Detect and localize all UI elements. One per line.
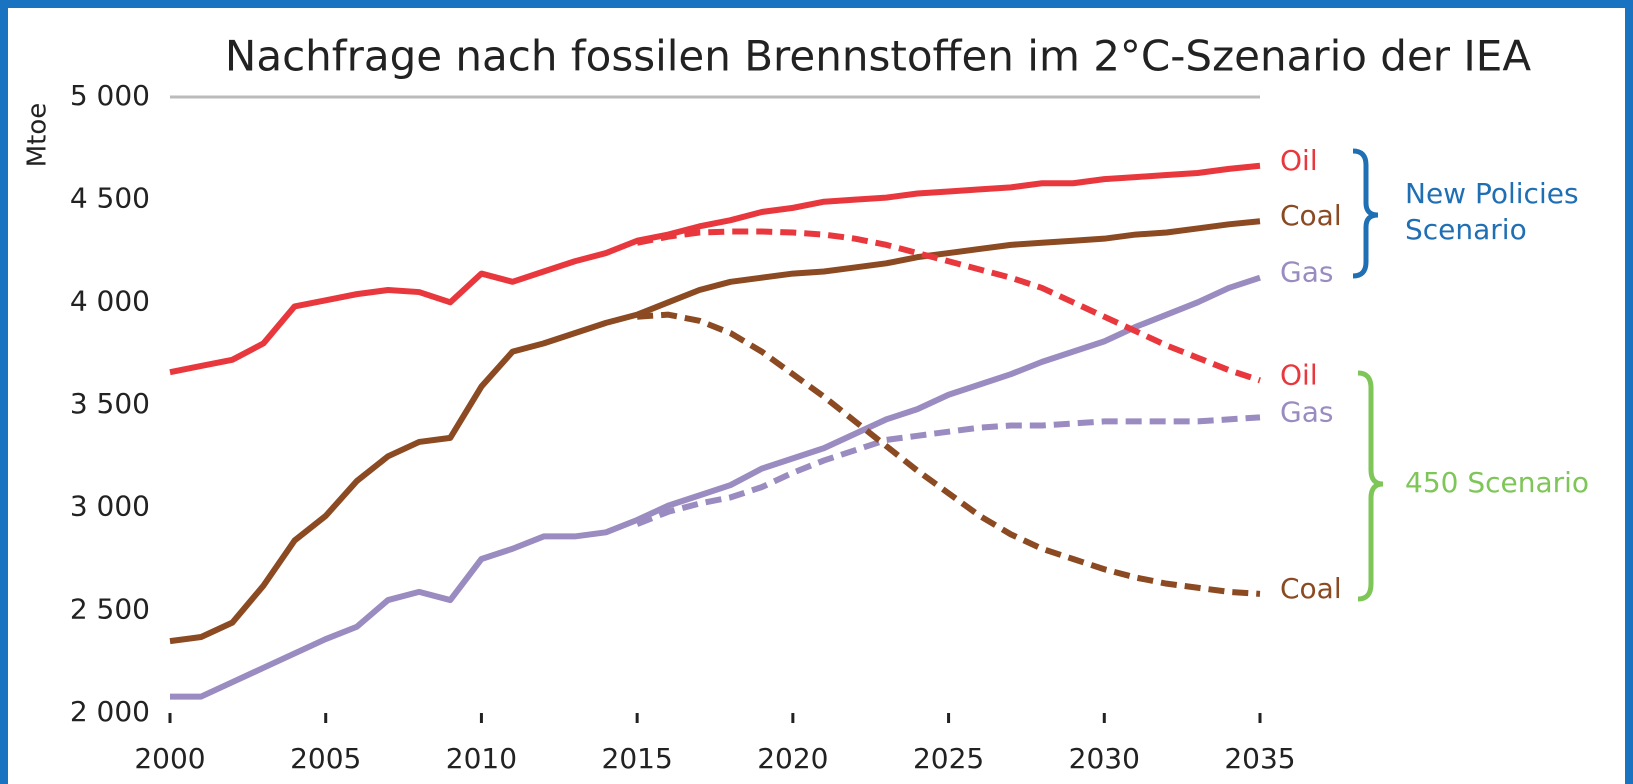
annotation: Scenario xyxy=(1405,213,1527,246)
x-tick-label: 2010 xyxy=(446,742,517,775)
y-tick-label: 3 500 xyxy=(70,387,150,420)
series-line xyxy=(636,311,1261,597)
series-label: Gas xyxy=(1280,256,1333,289)
x-tick-label: 2025 xyxy=(913,742,984,775)
series-line xyxy=(636,228,1261,384)
y-tick-label: 4 500 xyxy=(70,182,150,215)
chart-title: Nachfrage nach fossilen Brennstoffen im … xyxy=(225,32,1531,81)
x-tick-label: 2015 xyxy=(602,742,673,775)
series-line xyxy=(636,414,1261,527)
series-label: Oil xyxy=(1280,358,1318,391)
x-tick-label: 2035 xyxy=(1224,742,1295,775)
series-label: Coal xyxy=(1280,199,1342,232)
y-tick-label: 4 000 xyxy=(70,284,150,317)
x-tick-label: 2020 xyxy=(757,742,828,775)
series-label: Gas xyxy=(1280,395,1333,428)
y-tick-label: 2 000 xyxy=(70,695,150,728)
y-tick-label: 5 000 xyxy=(70,79,150,112)
y-tick-label: 2 500 xyxy=(70,592,150,625)
brace xyxy=(1352,148,1379,279)
series-label: Oil xyxy=(1280,144,1318,177)
series-line xyxy=(169,162,1261,376)
series-line xyxy=(169,218,1261,645)
annotation: New Policies xyxy=(1405,177,1579,210)
annotation: 450 Scenario xyxy=(1405,466,1589,499)
y-axis-label: Mtoe xyxy=(23,103,53,168)
series-line xyxy=(170,274,1261,700)
x-tick-label: 2005 xyxy=(290,742,361,775)
x-tick-label: 2000 xyxy=(134,742,205,775)
brace xyxy=(1357,370,1384,602)
series-label: Coal xyxy=(1280,572,1342,605)
y-tick-label: 3 000 xyxy=(70,490,150,523)
x-tick-label: 2030 xyxy=(1069,742,1140,775)
